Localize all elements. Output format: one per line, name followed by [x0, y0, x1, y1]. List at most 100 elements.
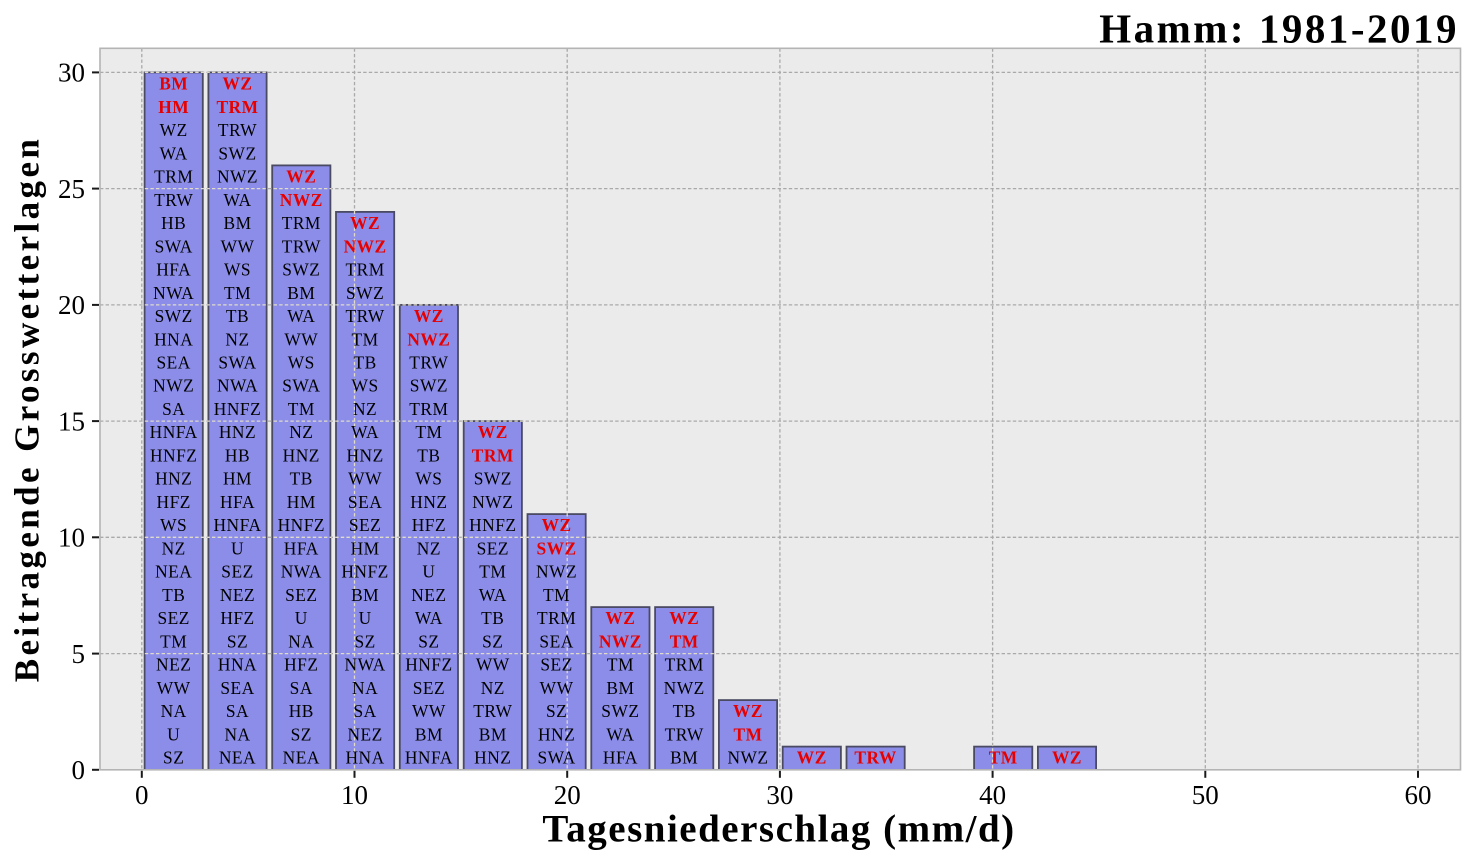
svg-text:TM: TM	[352, 329, 379, 349]
svg-text:HFZ: HFZ	[220, 608, 254, 628]
svg-text:BM: BM	[159, 74, 188, 94]
svg-text:20: 20	[58, 290, 85, 320]
svg-text:NWA: NWA	[153, 283, 194, 303]
svg-text:TRW: TRW	[473, 701, 512, 721]
svg-text:WS: WS	[352, 376, 379, 396]
svg-text:40: 40	[979, 780, 1006, 810]
svg-text:NA: NA	[161, 701, 187, 721]
svg-text:WZ: WZ	[669, 608, 699, 628]
svg-text:BM: BM	[351, 585, 379, 605]
svg-text:Tagesniederschlag (mm/d): Tagesniederschlag (mm/d)	[542, 808, 1015, 851]
svg-text:HM: HM	[158, 97, 189, 117]
svg-text:SWA: SWA	[218, 353, 256, 373]
svg-text:HNFZ: HNFZ	[469, 515, 516, 535]
svg-text:SEZ: SEZ	[285, 585, 317, 605]
svg-text:WS: WS	[288, 353, 315, 373]
svg-text:BM: BM	[606, 678, 634, 698]
svg-text:WW: WW	[540, 678, 574, 698]
svg-text:WZ: WZ	[542, 515, 572, 535]
svg-text:NZ: NZ	[162, 539, 186, 559]
svg-text:SWZ: SWZ	[282, 260, 320, 280]
svg-text:NZ: NZ	[481, 678, 505, 698]
svg-text:NWZ: NWZ	[280, 190, 323, 210]
svg-text:SEA: SEA	[348, 492, 382, 512]
svg-text:SWZ: SWZ	[155, 306, 193, 326]
svg-text:TRW: TRW	[282, 236, 321, 256]
svg-text:WW: WW	[476, 655, 510, 675]
svg-text:SWA: SWA	[282, 376, 320, 396]
svg-text:TRW: TRW	[854, 748, 897, 768]
svg-text:NWZ: NWZ	[727, 748, 768, 768]
svg-text:SEZ: SEZ	[413, 678, 445, 698]
svg-text:TM: TM	[160, 632, 187, 652]
svg-text:HNA: HNA	[154, 329, 193, 349]
svg-text:WZ: WZ	[1052, 748, 1082, 768]
svg-text:WZ: WZ	[160, 120, 188, 140]
svg-text:WZ: WZ	[414, 306, 444, 326]
svg-text:HNZ: HNZ	[410, 492, 447, 512]
svg-text:SWZ: SWZ	[474, 469, 512, 489]
svg-text:NWZ: NWZ	[407, 329, 450, 349]
svg-text:WZ: WZ	[797, 748, 827, 768]
svg-text:HB: HB	[225, 446, 250, 466]
svg-text:SZ: SZ	[354, 632, 375, 652]
svg-text:SEZ: SEZ	[349, 515, 381, 535]
svg-text:HFZ: HFZ	[157, 492, 191, 512]
svg-text:TRM: TRM	[537, 608, 576, 628]
svg-text:TM: TM	[989, 748, 1018, 768]
svg-text:15: 15	[58, 406, 85, 436]
svg-text:TB: TB	[290, 469, 313, 489]
svg-text:BM: BM	[287, 283, 315, 303]
svg-text:SA: SA	[353, 701, 376, 721]
svg-text:SWZ: SWZ	[410, 376, 448, 396]
svg-text:TM: TM	[543, 585, 570, 605]
svg-text:SZ: SZ	[227, 632, 248, 652]
svg-text:BM: BM	[223, 213, 251, 233]
svg-text:5: 5	[72, 639, 86, 669]
svg-text:TRM: TRM	[346, 260, 385, 280]
svg-text:HNFZ: HNFZ	[278, 515, 325, 535]
svg-text:TM: TM	[733, 725, 762, 745]
svg-text:HFA: HFA	[603, 748, 638, 768]
svg-text:TRM: TRM	[409, 399, 448, 419]
svg-text:TRM: TRM	[216, 97, 258, 117]
svg-text:HNA: HNA	[218, 655, 257, 675]
svg-text:50: 50	[1192, 780, 1219, 810]
svg-text:WW: WW	[412, 701, 446, 721]
svg-text:NA: NA	[352, 678, 378, 698]
svg-text:TB: TB	[673, 701, 696, 721]
svg-text:U: U	[167, 725, 180, 745]
svg-text:TM: TM	[479, 562, 506, 582]
svg-text:HNZ: HNZ	[283, 446, 320, 466]
svg-text:WZ: WZ	[605, 608, 635, 628]
svg-text:U: U	[359, 608, 372, 628]
svg-text:SA: SA	[226, 701, 249, 721]
svg-text:TRW: TRW	[346, 306, 385, 326]
svg-text:HNFZ: HNFZ	[150, 446, 197, 466]
svg-text:20: 20	[554, 780, 581, 810]
svg-text:SWZ: SWZ	[346, 283, 384, 303]
svg-text:TRM: TRM	[154, 167, 193, 187]
svg-text:U: U	[295, 608, 308, 628]
svg-text:WA: WA	[160, 143, 188, 163]
svg-text:SEZ: SEZ	[221, 562, 253, 582]
svg-text:HNFA: HNFA	[213, 515, 261, 535]
svg-text:NA: NA	[224, 725, 250, 745]
svg-text:WA: WA	[287, 306, 315, 326]
svg-text:NZ: NZ	[353, 399, 377, 419]
svg-text:TM: TM	[415, 422, 442, 442]
svg-text:BM: BM	[670, 748, 698, 768]
svg-text:HNFZ: HNFZ	[405, 655, 452, 675]
svg-text:TB: TB	[226, 306, 249, 326]
svg-text:SEZ: SEZ	[540, 655, 572, 675]
svg-text:NEA: NEA	[155, 562, 192, 582]
svg-text:NWZ: NWZ	[664, 678, 705, 698]
svg-text:TB: TB	[481, 608, 504, 628]
svg-text:WA: WA	[415, 608, 443, 628]
svg-text:TRM: TRM	[282, 213, 321, 233]
svg-text:WA: WA	[479, 585, 507, 605]
svg-text:TM: TM	[607, 655, 634, 675]
svg-text:NWZ: NWZ	[599, 632, 642, 652]
svg-text:SWA: SWA	[537, 748, 575, 768]
svg-text:NWZ: NWZ	[153, 376, 194, 396]
